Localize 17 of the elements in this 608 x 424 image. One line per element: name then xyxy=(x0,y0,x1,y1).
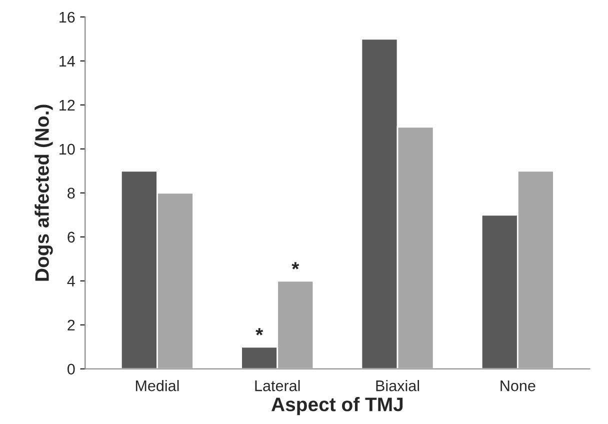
x-tick-label: Medial xyxy=(136,380,179,392)
y-tick-label: 6 xyxy=(68,232,75,243)
x-tick-label: Biaxial xyxy=(376,380,419,392)
y-tick-label: 0 xyxy=(68,364,75,375)
y-tick-label: 12 xyxy=(60,100,75,110)
x-axis-title: Aspect of TMJ xyxy=(271,397,403,416)
x-tick-label: Lateral xyxy=(255,380,300,392)
y-tick-label: 2 xyxy=(68,320,75,330)
y-tick-label: 8 xyxy=(68,188,75,199)
annotation: * xyxy=(292,262,300,270)
annotation: * xyxy=(256,328,264,336)
x-tick-label: None xyxy=(500,380,536,392)
y-tick-label: 14 xyxy=(60,56,75,66)
y-tick-label: 16 xyxy=(60,12,75,23)
y-axis-title: Dogs affected (No.) xyxy=(34,104,53,281)
y-tick-label: 10 xyxy=(60,144,75,155)
y-tick-label: 4 xyxy=(67,276,75,286)
